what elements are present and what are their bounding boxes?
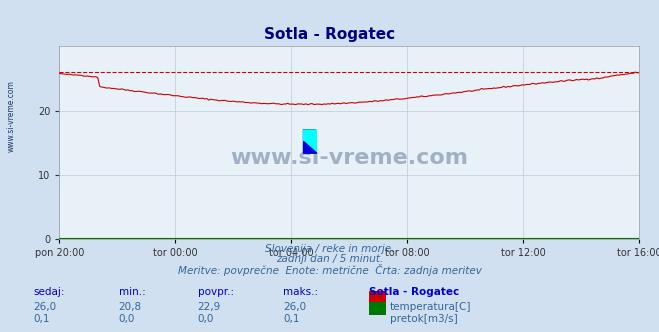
Text: temperatura[C]: temperatura[C] [390, 302, 472, 312]
Text: 0,0: 0,0 [119, 314, 135, 324]
Text: 0,1: 0,1 [33, 314, 49, 324]
Text: pretok[m3/s]: pretok[m3/s] [390, 314, 458, 324]
Text: Sotla - Rogatec: Sotla - Rogatec [369, 287, 459, 297]
Text: www.si-vreme.com: www.si-vreme.com [230, 148, 469, 168]
Text: maks.:: maks.: [283, 287, 318, 297]
Text: min.:: min.: [119, 287, 146, 297]
Text: 26,0: 26,0 [33, 302, 56, 312]
Text: zadnji dan / 5 minut.: zadnji dan / 5 minut. [276, 254, 383, 264]
Text: 22,9: 22,9 [198, 302, 221, 312]
Text: sedaj:: sedaj: [33, 287, 65, 297]
Text: 0,0: 0,0 [198, 314, 214, 324]
Text: Sotla - Rogatec: Sotla - Rogatec [264, 27, 395, 42]
Text: Meritve: povprečne  Enote: metrične  Črta: zadnja meritev: Meritve: povprečne Enote: metrične Črta:… [177, 264, 482, 276]
Bar [303, 129, 316, 153]
Text: 0,1: 0,1 [283, 314, 300, 324]
Text: Slovenija / reke in morje.: Slovenija / reke in morje. [265, 244, 394, 254]
Text: 26,0: 26,0 [283, 302, 306, 312]
Text: 20,8: 20,8 [119, 302, 142, 312]
Text: povpr.:: povpr.: [198, 287, 234, 297]
Text: www.si-vreme.com: www.si-vreme.com [7, 80, 16, 152]
